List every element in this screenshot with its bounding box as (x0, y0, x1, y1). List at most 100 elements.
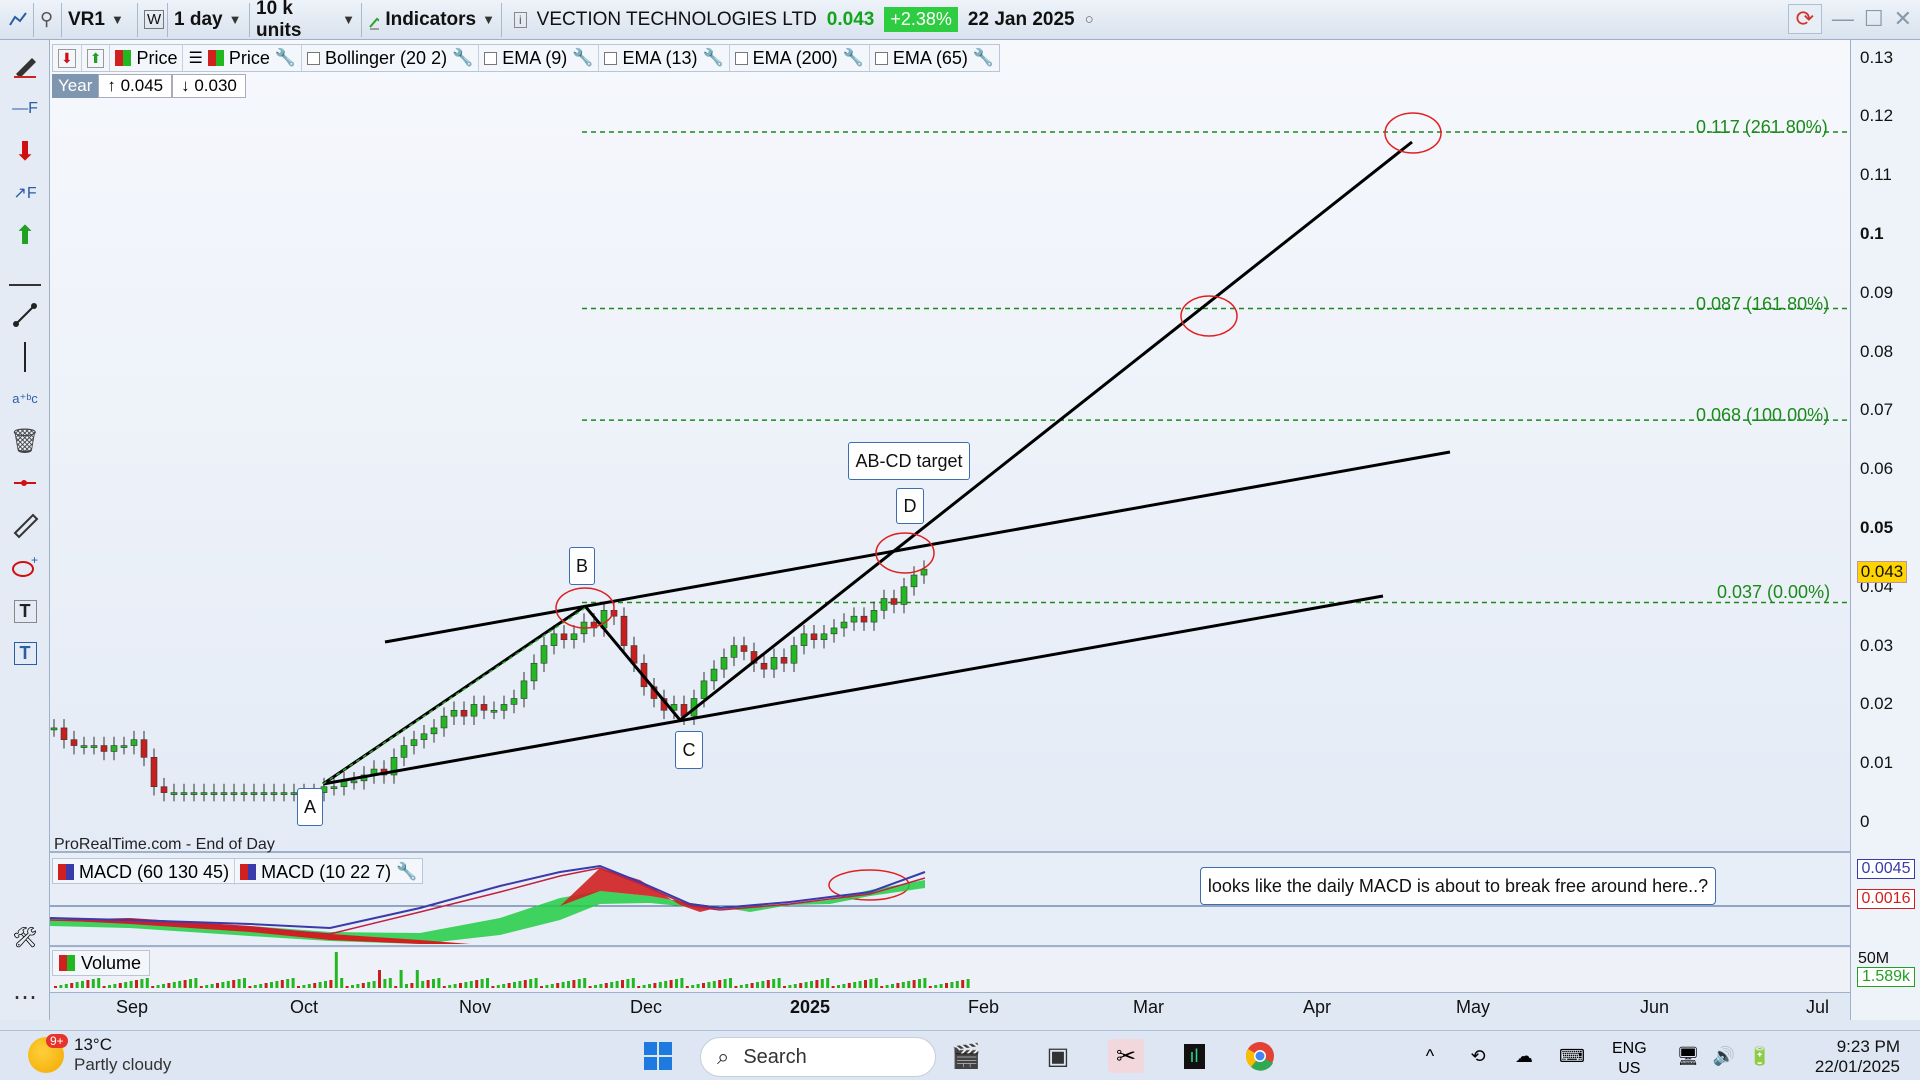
point-d-label[interactable]: D (896, 488, 924, 524)
checkbox[interactable] (307, 51, 321, 65)
start-button[interactable] (640, 1039, 676, 1073)
macd-callout[interactable]: looks like the daily MACD is about to br… (1200, 867, 1716, 905)
checkbox[interactable] (734, 51, 748, 65)
volume-bar (216, 983, 219, 988)
wrench-icon[interactable]: 🔧 (396, 862, 418, 881)
candle-body (810, 633, 818, 641)
symbol-select[interactable]: VR1 ▼ (62, 2, 138, 37)
tray-display[interactable]: 🖥 (1670, 1039, 1706, 1073)
speaker-icon: 🔊 (1712, 1045, 1736, 1066)
ema65-indicator[interactable]: EMA (65) 🔧 (870, 45, 999, 71)
text-tool[interactable]: T (8, 594, 42, 628)
macd-indicator-1[interactable]: MACD (60 130 45) (53, 859, 236, 885)
upper-channel-line[interactable] (384, 450, 1451, 644)
volume-bar (918, 979, 921, 988)
price-axis[interactable] (1850, 40, 1920, 1020)
price-tick: 0.1 (1860, 224, 1884, 243)
watchlist-button[interactable]: W (138, 2, 168, 37)
more-tools[interactable]: ⋯ (8, 980, 42, 1014)
sell-order-button[interactable]: ⬇ (53, 45, 82, 71)
checkbox[interactable] (874, 51, 888, 65)
sell-arrow-tool[interactable]: ⬇ (8, 134, 42, 168)
volume-bar (745, 984, 749, 988)
taskbar-search[interactable]: ⌕ Search (700, 1037, 936, 1077)
clock[interactable]: 9:23 PM 22/01/2025 (1815, 1037, 1900, 1077)
wrench-icon[interactable]: 🔧 (702, 48, 724, 67)
volume-header[interactable]: Volume (52, 950, 151, 976)
taskbar-app-prorealtime[interactable]: ıl (1176, 1039, 1212, 1073)
chart-type-menu[interactable] (0, 2, 34, 37)
fib-tool[interactable]: ↗F (8, 176, 42, 210)
ruler-icon (13, 513, 39, 539)
ema13-indicator[interactable]: EMA (13) 🔧 (599, 45, 730, 71)
checkbox[interactable] (484, 51, 498, 65)
pattern-lines[interactable] (322, 140, 1451, 786)
tray-language[interactable]: ENG US (1612, 1039, 1647, 1079)
candle-body (110, 745, 118, 752)
tray-network-alert[interactable]: ☁ (1506, 1039, 1542, 1073)
tray-battery[interactable]: 🔋 (1742, 1039, 1778, 1073)
volume-bar (156, 985, 160, 988)
macd-indicator-2[interactable]: MACD (10 22 7) 🔧 (235, 859, 422, 885)
tray-sync[interactable]: ⟲ (1460, 1039, 1496, 1073)
point-a-label[interactable]: A (297, 788, 323, 826)
pencil-tool[interactable] (8, 48, 42, 82)
wrench-icon[interactable]: 🔧 (274, 48, 297, 67)
buy-order-button[interactable]: ⬆ (82, 45, 111, 71)
delete-tool[interactable]: 🗑 (8, 424, 42, 458)
time-axis[interactable]: Sep Oct Nov Dec 2025 Feb Mar Apr May Jun… (50, 992, 1850, 1022)
fib-label-0: 0.037 (0.00%) (1717, 582, 1831, 602)
volume-bar (432, 979, 435, 988)
volume-bar (167, 983, 171, 988)
candle-body (770, 657, 778, 670)
ellipse-tool[interactable]: + (8, 550, 42, 584)
link-button[interactable]: ⚲ (34, 2, 62, 37)
line-f-tool[interactable]: —F (8, 92, 42, 126)
candle-body (280, 792, 288, 795)
wrench-icon[interactable]: 🔧 (972, 48, 995, 67)
tray-volume[interactable]: 🔊 (1706, 1039, 1742, 1073)
tray-keyboard[interactable]: ⌨ (1554, 1039, 1590, 1073)
price-indicator-2[interactable]: ☰ Price 🔧 (183, 45, 303, 71)
weather-widget[interactable]: 9+ 13°C Partly cloudy (28, 1034, 171, 1075)
volume-bar (707, 982, 711, 988)
lower-channel-line[interactable] (322, 594, 1384, 786)
volume-bar (253, 985, 257, 988)
wrench-icon[interactable]: 🔧 (842, 48, 864, 67)
refresh-icon[interactable]: ⟳ (1787, 4, 1822, 34)
ab-cd-target-label[interactable]: AB-CD target (848, 442, 970, 480)
indicators-button[interactable]: Indicators ▼ (362, 2, 502, 37)
tray-overflow[interactable]: ^ (1412, 1039, 1448, 1073)
wrench-icon[interactable]: 🔧 (572, 48, 594, 67)
abc-tool[interactable]: a⁺ᵇc (8, 382, 42, 416)
maximize-button[interactable]: ☐ (1863, 6, 1884, 31)
checkbox[interactable] (604, 51, 618, 65)
interval-select[interactable]: 1 day ▼ (168, 2, 250, 37)
point-c-label[interactable]: C (675, 731, 703, 769)
wrench-icon[interactable]: 🔧 (452, 48, 474, 67)
price-indicator-1[interactable]: Price (110, 45, 184, 71)
bollinger-indicator[interactable]: Bollinger (20 2) 🔧 (302, 45, 480, 71)
segment-tool[interactable] (8, 298, 42, 332)
taskbar-app-media[interactable]: 🎬 (948, 1039, 984, 1073)
ab-leg[interactable] (322, 604, 586, 786)
point-b-label[interactable]: B (569, 547, 595, 585)
vertical-line-tool[interactable] (8, 340, 42, 374)
ema200-indicator[interactable]: EMA (200) 🔧 (730, 45, 870, 71)
ema9-indicator[interactable]: EMA (9) 🔧 (479, 45, 600, 71)
close-button[interactable]: ✕ (1893, 6, 1912, 31)
horizontal-line-tool[interactable] (8, 466, 42, 500)
units-select[interactable]: 10 k units ▼ (250, 0, 362, 41)
tools-menu[interactable]: 🛠 (8, 920, 42, 954)
volume-bar (658, 982, 662, 988)
taskbar-app-files[interactable]: ▣ (1040, 1039, 1076, 1073)
text-box-tool[interactable]: T (8, 636, 42, 670)
cd-leg[interactable] (679, 140, 1413, 722)
volume-bar (966, 979, 970, 988)
ruler-tool[interactable] (8, 508, 42, 542)
taskbar-app-chrome[interactable] (1242, 1039, 1278, 1073)
buy-arrow-tool[interactable]: ⬆ (8, 218, 42, 252)
minimize-button[interactable]: — (1831, 6, 1854, 31)
taskbar-app-snip[interactable]: ✂ (1108, 1039, 1144, 1073)
candle-body (170, 792, 178, 795)
